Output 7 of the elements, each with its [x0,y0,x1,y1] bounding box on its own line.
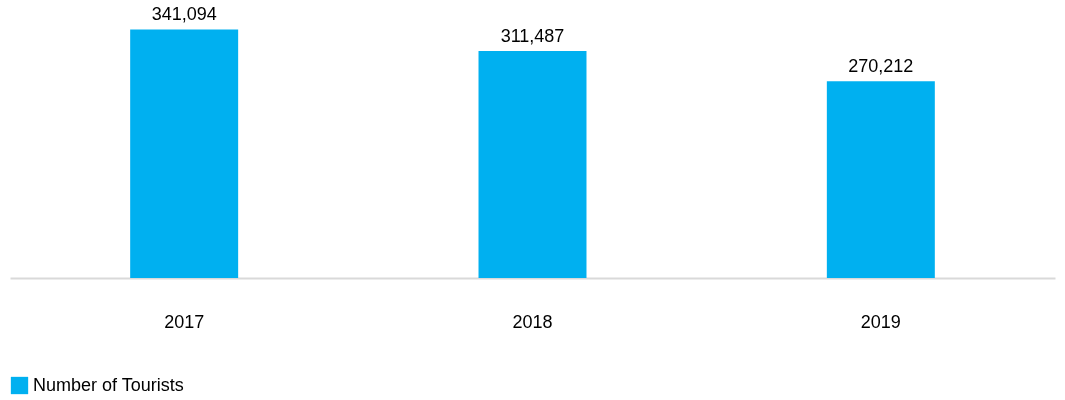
legend-label: Number of Tourists [33,374,184,395]
data-label: 341,094 [151,4,217,25]
data-label: 270,212 [848,56,914,77]
x-tick-label: 2019 [860,311,901,332]
x-tick-label: 2018 [512,311,553,332]
data-label: 311,487 [500,26,565,47]
x-tick-label: 2017 [164,311,205,332]
